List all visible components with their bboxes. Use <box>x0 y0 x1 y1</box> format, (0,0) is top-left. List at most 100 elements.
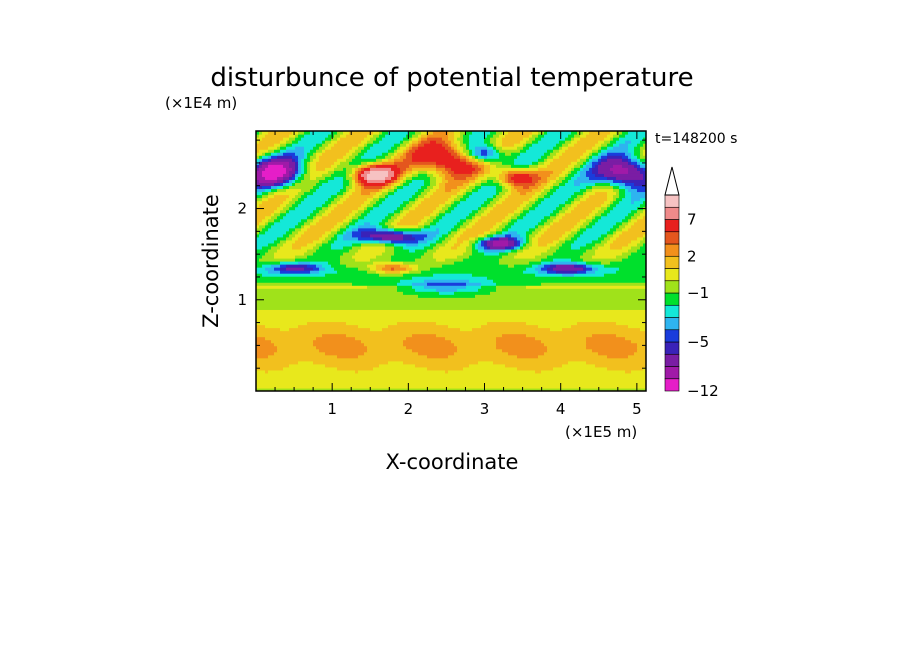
contour-cell <box>439 182 446 187</box>
contour-cell <box>304 191 314 196</box>
contour-cell <box>367 264 377 268</box>
contour-cell <box>367 348 413 353</box>
contour-cell <box>256 351 275 356</box>
contour-cell <box>307 321 347 326</box>
contour-cell <box>568 173 575 177</box>
contour-cell <box>580 254 593 259</box>
contour-cell <box>544 161 551 165</box>
contour-cell <box>517 248 524 253</box>
contour-cell <box>385 155 392 159</box>
contour-cell <box>454 134 461 138</box>
contour-cell <box>445 242 455 247</box>
contour-cell <box>517 215 524 220</box>
contour-cell <box>373 143 395 147</box>
contour-cell <box>370 209 395 214</box>
contour-cell <box>430 224 455 229</box>
contour-cell <box>283 152 296 156</box>
contour-cell <box>544 185 551 190</box>
contour-cell <box>457 254 470 259</box>
contour-cell <box>433 191 458 196</box>
contour-cell <box>292 242 308 247</box>
contour-cell <box>397 146 401 150</box>
contour-cell <box>346 176 353 180</box>
contour-cell <box>268 155 272 159</box>
contour-cell <box>466 143 470 147</box>
contour-cell <box>265 251 275 256</box>
contour-cell <box>286 212 311 217</box>
contour-cell <box>580 173 587 177</box>
contour-cell <box>364 351 419 356</box>
contour-cell <box>454 170 473 174</box>
contour-cell <box>412 267 419 271</box>
contour-cell <box>592 167 599 171</box>
contour-cell <box>502 140 521 144</box>
contour-cell <box>553 158 578 162</box>
contour-cell <box>304 164 308 168</box>
contour-cell <box>601 212 608 217</box>
contour-cell <box>373 140 380 144</box>
contour-cell <box>571 194 578 199</box>
contour-cell <box>595 248 629 253</box>
contour-cell <box>355 155 362 159</box>
contour-cell <box>544 230 566 235</box>
contour-cell <box>508 230 518 235</box>
contour-cell <box>547 254 581 259</box>
contour-cell <box>436 176 443 180</box>
contour-cell <box>445 182 464 187</box>
contour-cell <box>598 158 602 162</box>
contour-cell <box>433 273 473 277</box>
contour-cell <box>364 176 368 180</box>
contour-cell <box>598 236 605 241</box>
contour-cell <box>400 173 404 177</box>
contour-cell <box>370 221 380 226</box>
contour-cell <box>409 131 416 135</box>
contour-cell <box>283 182 287 187</box>
contour-cell <box>493 149 497 153</box>
contour-cell <box>343 200 365 205</box>
contour-cell <box>301 194 308 199</box>
contour-cell <box>532 188 542 193</box>
contour-cell <box>289 170 296 174</box>
contour-cell <box>346 191 353 196</box>
contour-cell <box>280 270 311 274</box>
contour-cell <box>319 245 332 250</box>
contour-cell <box>538 236 560 241</box>
contour-cell <box>634 152 641 156</box>
contour-cell <box>472 245 476 250</box>
contour-cell <box>304 230 326 235</box>
contour-cell <box>601 149 608 153</box>
contour-cell <box>448 233 455 238</box>
contour-cell <box>469 242 473 247</box>
contour-cell <box>625 215 632 220</box>
contour-cell <box>298 176 305 180</box>
contour-cell <box>571 140 578 144</box>
contour-cell <box>340 254 353 259</box>
contour-cell <box>475 212 482 217</box>
contour-cell <box>283 242 293 247</box>
contour-cell <box>457 143 461 147</box>
contour-cell <box>514 245 518 250</box>
contour-cell <box>349 218 353 223</box>
contour-cell <box>427 282 467 286</box>
contour-cell <box>475 245 479 250</box>
contour-cell <box>496 143 503 147</box>
contour-cell <box>352 233 362 238</box>
contour-cell <box>256 294 419 298</box>
contour-cell <box>586 170 593 174</box>
contour-cell <box>598 170 614 174</box>
contour-cell <box>565 230 572 235</box>
contour-cell <box>391 176 398 180</box>
contour-cell <box>547 158 554 162</box>
contour-cell <box>424 285 467 289</box>
contour-cell <box>559 182 566 187</box>
contour-cell <box>445 203 452 208</box>
contour-cell <box>577 203 602 208</box>
contour-cell <box>424 251 434 256</box>
contour-cell <box>283 206 290 211</box>
contour-cell <box>502 230 509 235</box>
contour-cell <box>361 140 368 144</box>
contour-cell <box>481 215 506 220</box>
contour-cell <box>313 267 320 271</box>
contour-cell <box>535 191 542 196</box>
contour-cell <box>565 140 572 144</box>
